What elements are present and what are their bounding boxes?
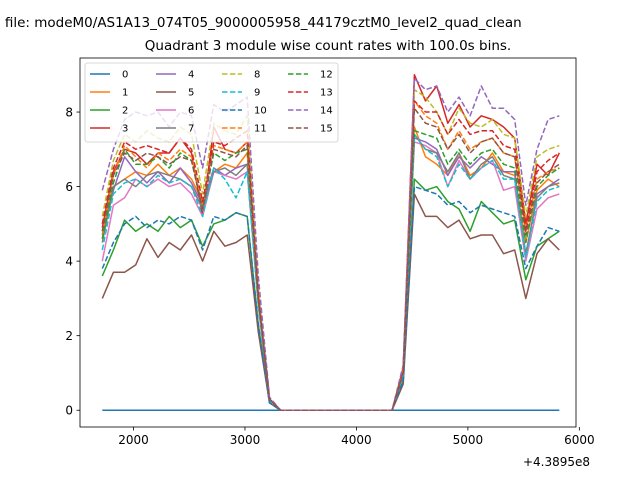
legend-label-12: 12: [320, 70, 333, 81]
x-tick-label-5000: 5000: [453, 433, 484, 447]
legend-label-4: 4: [188, 70, 194, 81]
series-line-2: [101, 178, 560, 411]
legend-label-1: 1: [122, 88, 128, 99]
legend-label-9: 9: [254, 88, 260, 99]
legend-label-10: 10: [254, 106, 267, 117]
legend-label-14: 14: [320, 106, 333, 117]
y-tick-label-2: 2: [65, 329, 73, 343]
legend-box: [84, 62, 339, 143]
series-line-7: [101, 133, 560, 411]
legend-label-7: 7: [188, 124, 194, 135]
series-line-5: [101, 193, 560, 411]
legend-label-15: 15: [320, 124, 333, 135]
y-tick-label-0: 0: [65, 404, 73, 418]
series-line-4: [101, 137, 560, 411]
series-line-13: [101, 100, 560, 411]
legend-label-11: 11: [254, 124, 267, 135]
legend-label-6: 6: [188, 106, 194, 117]
x-tick-label-4000: 4000: [341, 433, 372, 447]
axes-frame: [79, 57, 577, 428]
chart-title: Quadrant 3 module wise count rates with …: [145, 38, 511, 54]
figure-suptitle: n file: modeM0/AS1A13_074T05_9000005958_…: [0, 15, 522, 31]
legend-label-2: 2: [122, 106, 128, 117]
series-line-11: [101, 100, 560, 411]
legend-label-3: 3: [122, 124, 128, 135]
y-tick-label-6: 6: [65, 180, 73, 194]
y-tick-label-4: 4: [65, 255, 73, 269]
y-tick-label-8: 8: [65, 106, 73, 120]
series-line-12: [101, 129, 560, 411]
legend-label-0: 0: [122, 70, 128, 81]
series-line-1: [101, 126, 560, 411]
x-tick-label-6000: 6000: [564, 433, 595, 447]
series-line-10: [101, 185, 560, 411]
x-tick-label-3000: 3000: [230, 433, 261, 447]
axes: 2000 3000 4000 5000 6000 0 2 4 6 8: [65, 57, 595, 447]
legend-label-13: 13: [320, 88, 333, 99]
plot-area: [101, 74, 560, 411]
legend-label-5: 5: [188, 88, 194, 99]
x-tick-label-2000: 2000: [118, 433, 149, 447]
series-line-15: [101, 107, 560, 411]
legend-label-8: 8: [254, 70, 260, 81]
x-offset-label: +4.3895e8: [523, 455, 590, 469]
